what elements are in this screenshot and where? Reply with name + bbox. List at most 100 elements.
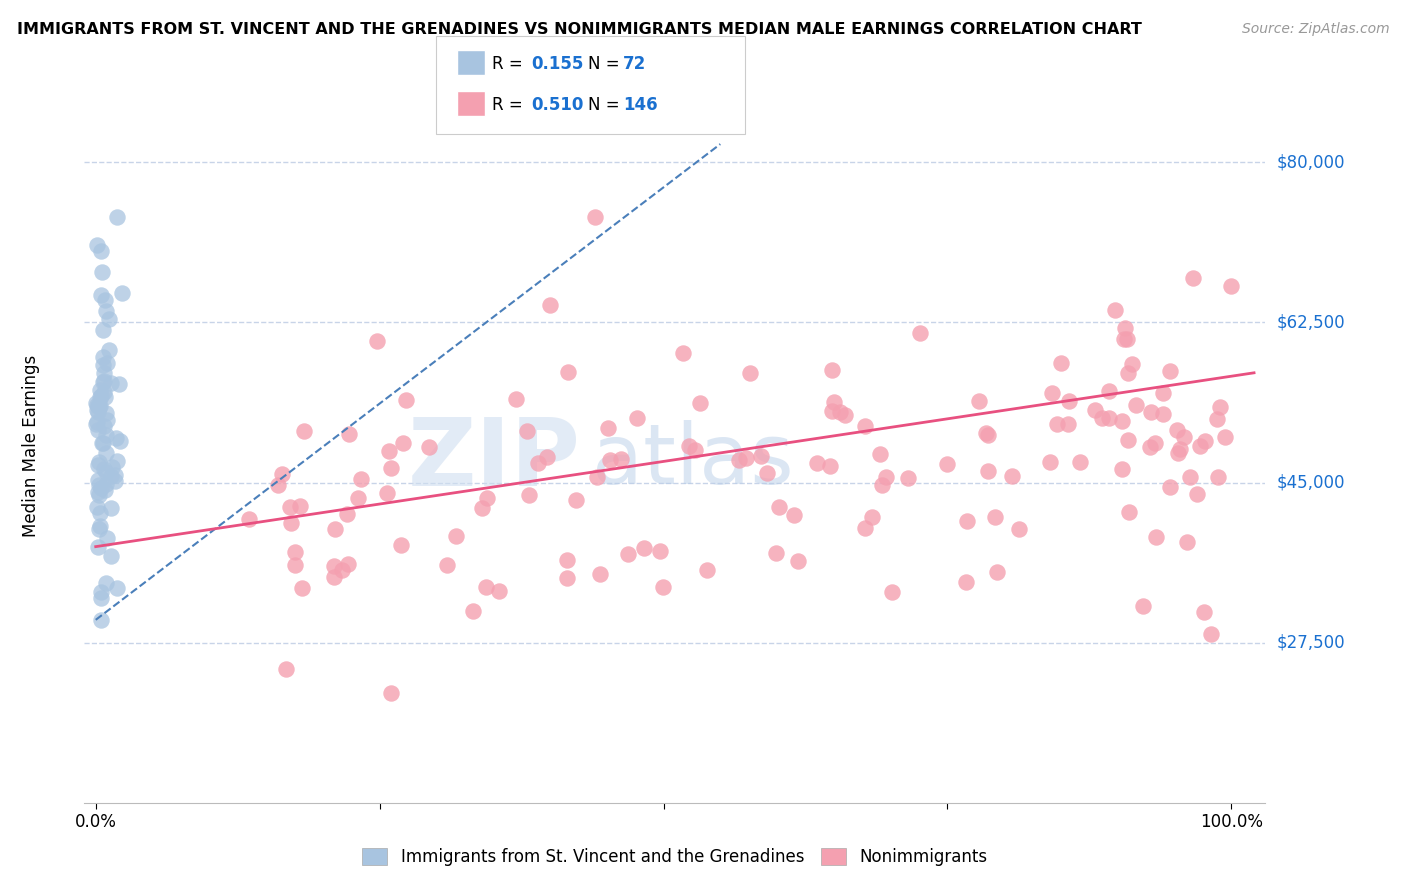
Point: [91, 359, 114, 373]
Point: [395, 393, 418, 408]
Point: [375, 485, 398, 500]
Point: [565, 493, 588, 508]
Point: [823, 394, 845, 409]
Point: [391, 538, 413, 552]
Point: [105, 581, 128, 595]
Point: [1116, 366, 1139, 380]
Point: [436, 558, 458, 573]
Point: [330, 563, 353, 577]
Point: [783, 508, 806, 522]
Point: [100, 468, 122, 483]
Point: [853, 419, 876, 434]
Point: [1192, 606, 1215, 620]
Text: IMMIGRANTS FROM ST. VINCENT AND THE GRENADINES VS NONIMMIGRANTS MEDIAN MALE EARN: IMMIGRANTS FROM ST. VINCENT AND THE GREN…: [17, 22, 1142, 37]
Point: [94, 428, 117, 442]
Point: [87, 522, 110, 536]
Point: [105, 431, 128, 445]
Point: [834, 409, 856, 423]
Point: [1001, 468, 1024, 483]
Point: [87, 540, 110, 554]
Point: [984, 509, 1007, 524]
Point: [323, 522, 346, 536]
Point: [977, 464, 1000, 478]
Point: [599, 452, 621, 467]
Point: [1116, 434, 1139, 448]
Point: [870, 477, 893, 491]
Point: [346, 491, 368, 505]
Point: [651, 580, 673, 594]
Point: [93, 366, 115, 380]
Point: [380, 461, 402, 475]
Point: [956, 514, 979, 528]
Point: [488, 583, 510, 598]
Legend: Immigrants from St. Vincent and the Grenadines, Nonimmigrants: Immigrants from St. Vincent and the Gren…: [356, 841, 994, 873]
Point: [94, 483, 117, 498]
Point: [505, 392, 527, 406]
Point: [89, 384, 111, 398]
Point: [86, 415, 108, 429]
Point: [1152, 385, 1174, 400]
Point: [93, 419, 115, 434]
Point: [101, 459, 124, 474]
Point: [91, 375, 114, 389]
Point: [1144, 530, 1167, 544]
Point: [1111, 414, 1133, 428]
Point: [280, 516, 302, 530]
Point: [93, 374, 115, 388]
Point: [89, 454, 111, 468]
Point: [589, 566, 612, 581]
Point: [380, 686, 402, 700]
Point: [516, 424, 538, 438]
Point: [444, 529, 467, 543]
Text: 0.510: 0.510: [531, 96, 583, 114]
Point: [696, 563, 718, 577]
Point: [86, 237, 108, 252]
Text: $27,500: $27,500: [1277, 633, 1346, 652]
Point: [93, 384, 115, 399]
Point: [1139, 440, 1161, 454]
Point: [1049, 355, 1071, 369]
Point: [1056, 417, 1078, 432]
Point: [94, 446, 117, 460]
Point: [689, 396, 711, 410]
Point: [787, 554, 810, 568]
Point: [734, 450, 756, 465]
Point: [105, 211, 128, 225]
Point: [391, 435, 413, 450]
Point: [1114, 332, 1136, 346]
Point: [1140, 405, 1163, 419]
Point: [86, 402, 108, 417]
Point: [89, 390, 111, 404]
Point: [626, 410, 648, 425]
Point: [1182, 271, 1205, 285]
Point: [87, 400, 110, 414]
Point: [1194, 434, 1216, 449]
Point: [337, 427, 360, 442]
Point: [1121, 357, 1143, 371]
Point: [1175, 534, 1198, 549]
Point: [853, 520, 876, 534]
Point: [1152, 408, 1174, 422]
Point: [1039, 455, 1062, 469]
Point: [1084, 403, 1107, 417]
Point: [1118, 505, 1140, 519]
Text: R =: R =: [492, 96, 529, 114]
Point: [271, 467, 294, 481]
Point: [685, 442, 707, 457]
Point: [91, 436, 114, 450]
Point: [86, 458, 108, 472]
Text: ZIP: ZIP: [408, 414, 581, 507]
Point: [1125, 398, 1147, 412]
Point: [583, 211, 606, 225]
Point: [377, 444, 399, 458]
Point: [111, 285, 134, 300]
Point: [100, 501, 122, 516]
Point: [108, 434, 131, 449]
Point: [107, 453, 129, 467]
Point: [284, 545, 307, 559]
Point: [818, 459, 841, 474]
Point: [463, 604, 485, 618]
Point: [87, 423, 110, 437]
Point: [291, 581, 314, 595]
Point: [90, 481, 112, 495]
